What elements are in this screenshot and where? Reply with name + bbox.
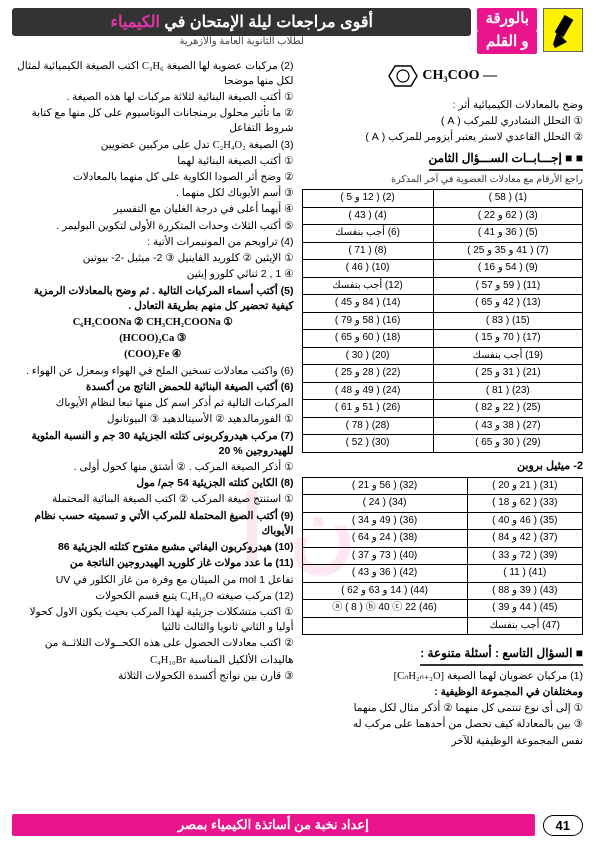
left-column: (2) مركبات عضوية لها الصيغة C₃H₆ اكتب ال…: [12, 58, 294, 778]
formula-3: (COO)₂Fe ④: [12, 347, 294, 362]
item-b: ② التحلل القاعدي لاستر يعتبر أيزومر للمر…: [302, 130, 584, 145]
q9-line5: نفس المجموعة الوظيفية للآخر: [302, 734, 584, 749]
l-p24: (11) ما عدد مولات غاز كلوريد الهيدروجين …: [12, 556, 294, 571]
q9-line3: ① إلى أى نوع تنتمى كل منهما ② أذكر مثال …: [302, 701, 584, 716]
l-p9: ⑤ أكتب الثلاث وحدات المتكررة الأولى لتكو…: [12, 219, 294, 234]
q8-note: راجع الأرقام مع معادلات العضوية في آخر ا…: [302, 173, 584, 187]
l-p20: (8) الكاين كتلته الجزيئية 54 جم/ مول: [12, 476, 294, 491]
l-p23: (10) هيدروكربون اليفاتي مشبع مفتوح كتلته…: [12, 540, 294, 555]
intro-text: وضح بالمعادلات الكيميائية أثر :: [302, 98, 584, 113]
answers-table-2: (31) ( 21 و 20 )(32) ( 56 و 21 )(33) ( 6…: [302, 477, 584, 636]
l-p1: (2) مركبات عضوية لها الصيغة C₃H₆ اكتب ال…: [12, 59, 294, 89]
l-p30: ③ قارن بين نواتج أكسدة الكحولات الثلاثة: [12, 669, 294, 684]
l-p5: ① أكتب الصيغة البنائية لهما: [12, 154, 294, 169]
q9-line1: (1) مركبان عضويان لهما الصيغة [CₙH₂ₙ₊₂O]: [302, 669, 584, 684]
l-p2: ① أكتب الصيغة البنائية لثلاثة مركبات لها…: [12, 90, 294, 105]
l-p28: ② اكتب معادلات الحصول على هذه الكحــولات…: [12, 636, 294, 651]
q9-line2: ومختلفان في المجموعة الوظيفية :: [302, 685, 584, 700]
item-a: ① التحلل النشادري للمركب ( A ): [302, 114, 584, 129]
l-p18: (7) مركب هيدروكربونى كتلته الجزيئية 30 ج…: [12, 429, 294, 459]
l-p25: تفاعل 1 mol من الميثان مع وفرة من غاز ال…: [12, 573, 294, 588]
badge-line2: و القلم: [477, 31, 537, 54]
l-p14: (6) واكتب معادلات تسخين الملح في الهواء …: [12, 364, 294, 379]
q9-heading: ■ السؤال التاسع : أسئلة متنوعة :: [420, 645, 583, 665]
l-p11: ① الإيثين ② كلوريد الفاينيل ③ 2- ميثيل -…: [12, 251, 294, 266]
right-column: CH₃COO — وضح بالمعادلات الكيميائية أثر :…: [302, 58, 584, 778]
page-title: أقوى مراجعات ليلة الإمتحان في الكيمياء: [12, 8, 471, 36]
l-p17: ① الفورمالدهيد ② الأسيتالدهيد ③ البيوتان…: [12, 412, 294, 427]
l-p21: ① استنتج صيغة المركب ② اكتب الصيغة البنا…: [12, 492, 294, 507]
l-p15: (6) أكتب الصيغة البنائية للحمض الناتج من…: [12, 380, 294, 395]
l-p3: ② ما تأثير محلول برمنجانات البوتاسيوم عل…: [12, 106, 294, 136]
l-p8: ④ أيهما أعلى في درجة الغليان مع التفسير: [12, 202, 294, 217]
q9-line4: ③ بين بالمعادلة كيف تحصل من أحدهما على م…: [302, 717, 584, 732]
formula-2: (HCOO)₂Ca ③: [12, 331, 294, 346]
l-p29: هاليدات الألكيل المناسبة C₄H₁₀Br: [12, 653, 294, 668]
footer-bar: إعداد نخبة من أساتذة الكيمياء بمصر: [12, 814, 535, 836]
l-p4: (3) الصيغة C₂H₄O₂ تدل على مركبين عضويين: [12, 138, 294, 153]
page-subtitle: لطلاب الثانوية العامة والأزهرية: [12, 36, 471, 47]
l-p22: (9) أكتب الصيغ المحتملة للمركب الأتي و ت…: [12, 509, 294, 539]
mb-heading: 2- ميثيل بروبن: [302, 459, 584, 475]
l-p10: (4) تراويحم من المونيمرات الأتية :: [12, 235, 294, 250]
l-p13: (5) أكتب أسماء المركبات التالية . ثم وضح…: [12, 284, 294, 314]
l-p7: ③ أسم الأيوباك لكل منهما .: [12, 186, 294, 201]
l-p27: ① اكتب متشكلات جزيئية لهذا المركب بحيث ي…: [12, 605, 294, 635]
l-p16: المركبات التالية ثم أذكر اسم كل منها تبع…: [12, 396, 294, 411]
l-p12: ④ 1 , 2 ثنائي كلورو إيثين: [12, 267, 294, 282]
answers-table-1: (1) ( 58 )(2) ( 12 و 5 )(3) ( 62 و 22 )(…: [302, 189, 584, 453]
l-p19: ① أذكر الصيغة المركب . ② أشتق منها كحول …: [12, 460, 294, 475]
molecule-structure: CH₃COO —: [302, 62, 584, 90]
badge-line1: بالورقة: [477, 8, 537, 31]
q8-heading: ■ ■ إجـــابــات الســـؤال الثامن: [429, 150, 583, 170]
page-number: 41: [543, 815, 583, 836]
l-p6: ② وضح أثر الصودا الكاوية على كل منهما با…: [12, 170, 294, 185]
l-p26: (12) مركب صيغته C₄H₁₀O يتبع قسم الكحولات: [12, 589, 294, 604]
pen-icon-box: [543, 8, 583, 52]
formula-1: C₆H₅COONa ② CH₃CH₂COONa ①: [12, 315, 294, 330]
